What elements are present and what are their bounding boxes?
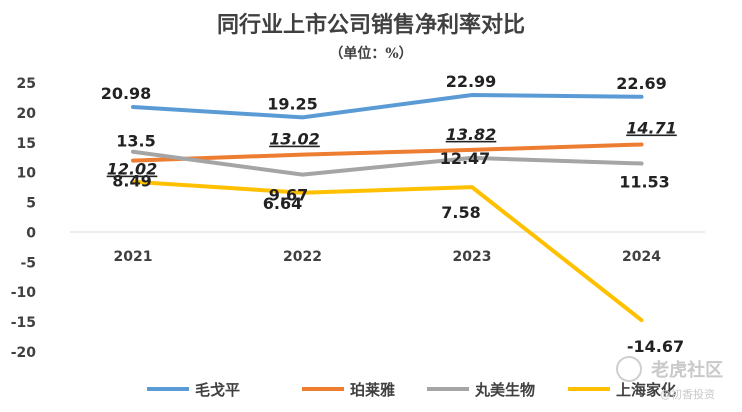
- y-tick-label: -10: [11, 285, 37, 301]
- data-label: 22.69: [616, 74, 667, 93]
- x-tick-label: 2023: [453, 249, 492, 265]
- legend: 毛戈平 珀莱雅 丸美生物 上海家化: [147, 381, 676, 399]
- data-label: 14.71: [626, 119, 677, 138]
- x-tick-label: 2021: [114, 249, 153, 265]
- y-tick-label: 0: [26, 225, 36, 241]
- y-axis: 25 20 15 10 5 0 -5 -10 -15 -20: [11, 76, 37, 361]
- watermark-brand: 老虎社区: [651, 360, 724, 381]
- x-tick-label: 2024: [622, 249, 661, 265]
- series-line-1: [131, 142, 644, 163]
- data-label: 13.82: [446, 125, 497, 144]
- x-tick-label: 2022: [283, 249, 322, 265]
- data-label: 12.02: [107, 160, 158, 179]
- series-line-0: [131, 93, 644, 120]
- data-labels: 20.98 19.25 22.99 22.69 12.02 13.02 13.82 14.71…: [101, 72, 684, 356]
- y-tick-label: 20: [17, 106, 37, 122]
- data-label: 13.5: [116, 132, 155, 151]
- data-label: 11.53: [619, 173, 670, 192]
- y-tick-label: -5: [20, 255, 36, 271]
- series-line-3: [131, 179, 644, 323]
- data-label: 8.49: [112, 172, 151, 191]
- y-tick-label: 25: [17, 76, 36, 92]
- series-line-2: [131, 149, 644, 177]
- data-label: 22.99: [446, 72, 497, 91]
- legend-entry: 上海家化: [616, 381, 676, 399]
- chart-title: 同行业上市公司销售净利率对比: [217, 12, 525, 38]
- data-label: 12.47: [440, 149, 491, 168]
- data-label: 13.02: [269, 130, 320, 149]
- legend-entry: 毛戈平: [195, 381, 240, 399]
- data-label: 6.64: [263, 194, 302, 213]
- watermark-logo-icon: [616, 356, 642, 382]
- y-tick-label: 15: [17, 136, 36, 152]
- y-tick-label: 5: [26, 196, 36, 212]
- data-label: 19.25: [267, 94, 318, 113]
- legend-entry: 丸美生物: [474, 381, 535, 399]
- data-label: 7.58: [441, 203, 480, 222]
- data-label: 20.98: [101, 84, 152, 103]
- legend-entry: 珀莱雅: [350, 381, 395, 399]
- data-label: 9.67: [269, 186, 308, 205]
- x-axis: 2021 2022 2023 2024: [114, 249, 662, 265]
- y-tick-label: -15: [11, 315, 36, 331]
- y-tick-label: 10: [17, 166, 37, 182]
- series-lines: [131, 93, 644, 323]
- watermark: 老虎社区: [616, 356, 723, 382]
- y-tick-label: -20: [11, 345, 37, 361]
- watermark-handle: @初香投资: [660, 388, 715, 401]
- chart-subtitle: （单位：%）: [329, 45, 412, 62]
- data-label: -14.67: [627, 337, 684, 356]
